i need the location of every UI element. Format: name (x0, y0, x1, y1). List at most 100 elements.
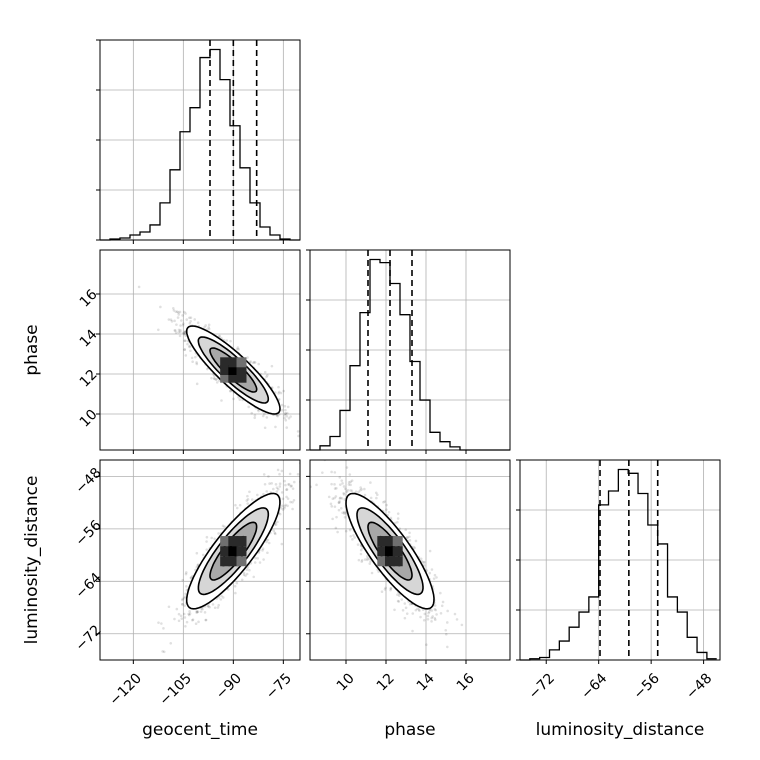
sample-point (217, 603, 220, 607)
sample-point (408, 531, 411, 535)
sample-point (349, 534, 353, 538)
sample-point (278, 512, 282, 516)
sample-point (265, 416, 269, 419)
sample-point (213, 606, 217, 610)
sample-point (270, 386, 274, 389)
sample-point (369, 496, 373, 500)
sample-point (219, 598, 223, 601)
sample-point (363, 487, 366, 491)
sample-point (263, 370, 267, 374)
sample-point (157, 621, 160, 624)
sample-point (439, 611, 443, 615)
sample-point (302, 428, 305, 431)
sample-point (278, 485, 282, 488)
sample-point (184, 354, 188, 357)
sample-point (369, 560, 372, 563)
sample-point (354, 490, 358, 493)
sample-point (203, 611, 207, 614)
sample-point (289, 485, 293, 488)
sample-point (183, 604, 186, 607)
sample-point (303, 473, 306, 476)
x-tick-label-luminosity_distance-3: −48 (683, 670, 715, 702)
sample-point (215, 381, 219, 384)
sample-point (263, 482, 267, 486)
x-tick-label-luminosity_distance-0: −72 (526, 670, 558, 702)
sample-point (183, 310, 186, 314)
density-cell (220, 546, 231, 557)
sample-point (359, 488, 362, 492)
sample-point (335, 515, 338, 519)
sample-point (460, 623, 464, 627)
sample-point (440, 604, 444, 608)
sample-point (272, 529, 276, 533)
x-tick-label-phase-3: 16 (454, 670, 478, 694)
sample-point (207, 323, 211, 327)
sample-point (444, 632, 448, 636)
sample-point (162, 627, 165, 630)
sample-point (270, 364, 274, 368)
sample-point (333, 496, 336, 500)
sample-point (334, 495, 338, 498)
sample-point (423, 564, 426, 567)
sample-point (340, 506, 343, 510)
sample-point (276, 414, 280, 418)
sample-point (181, 578, 185, 582)
sample-point (347, 481, 351, 484)
density-cell (220, 372, 231, 383)
density-core (220, 357, 247, 383)
sample-point (285, 426, 289, 429)
sample-point (453, 612, 457, 616)
sample-point (285, 488, 289, 491)
sample-point (242, 571, 246, 575)
sample-point (189, 320, 192, 323)
sample-point (342, 491, 345, 495)
density-cell (392, 556, 403, 567)
sample-point (195, 362, 199, 366)
sample-point (185, 318, 189, 321)
sample-point (396, 512, 400, 515)
sample-point (197, 620, 200, 624)
sample-point (284, 418, 288, 422)
sample-point (327, 495, 331, 499)
sample-point (431, 615, 434, 618)
sample-point (393, 608, 396, 612)
sample-point (176, 316, 180, 319)
sample-point (246, 494, 249, 498)
sample-point (344, 487, 347, 491)
sample-point (177, 612, 181, 616)
sample-point (183, 331, 187, 334)
panel-frame (99, 249, 301, 451)
sample-point (446, 645, 449, 649)
sample-point (432, 577, 436, 580)
sample-point (225, 339, 229, 342)
sample-point (405, 612, 409, 615)
sample-point (428, 571, 432, 575)
sample-point (170, 320, 174, 323)
sample-point (397, 600, 401, 603)
sample-point (195, 611, 198, 614)
sample-point (398, 594, 401, 598)
sample-point (417, 608, 421, 611)
sample-point (335, 487, 338, 490)
sample-point (184, 334, 187, 338)
sample-point (187, 612, 190, 616)
sample-point (441, 600, 445, 604)
sample-point (423, 560, 426, 564)
sample-point (433, 573, 437, 577)
sample-point (287, 483, 291, 486)
sample-point (169, 642, 173, 645)
sample-point (344, 529, 348, 533)
sample-point (434, 608, 438, 612)
sample-point (426, 614, 430, 618)
sample-point (338, 483, 342, 486)
sample-point (286, 411, 289, 415)
sample-point (283, 506, 286, 510)
sample-point (396, 520, 399, 524)
density-cell (377, 536, 388, 547)
sample-point (172, 307, 175, 310)
sample-point (419, 615, 422, 619)
panel-frame (309, 249, 511, 451)
sample-point (382, 500, 385, 504)
sample-point (277, 385, 280, 389)
x-tick-label-phase-2: 14 (414, 670, 438, 694)
